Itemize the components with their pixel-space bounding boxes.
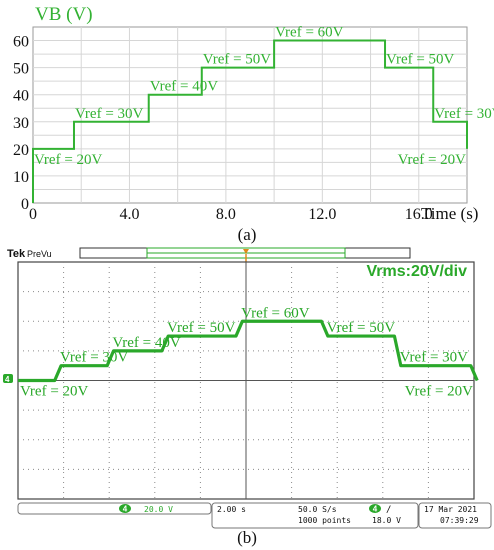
panel-b-vref-annotation: Vref = 20V	[20, 384, 89, 400]
trigger-slope-icon: ∕	[386, 505, 391, 515]
channel-badge-label: 4	[123, 505, 128, 514]
panel-a-y-tick-labels: 0 10 20 30 40 50 60	[13, 34, 29, 213]
panel-b-vref-annotation: Vref = 50V	[327, 320, 396, 336]
trigger-channel-badge-icon	[369, 504, 381, 513]
trigger-channel-badge-label: 4	[373, 505, 378, 514]
panel-a-y-tick-label: 10	[13, 169, 29, 186]
panel-a-y-tick-label: 40	[13, 88, 29, 105]
scope-scale-label: Vrms:20V/div	[367, 263, 468, 280]
panel-a-x-tick-label: 8.0	[216, 206, 236, 223]
channel-ground-marker-label: 4	[5, 375, 10, 384]
panel-a-y-tick-label: 50	[13, 61, 29, 78]
panel-a-y-tick-label: 60	[13, 34, 29, 51]
channel-readout-box[interactable]	[17, 502, 212, 515]
panel-a-x-tick-labels: 0 4.0 8.0 12.0 16.0	[29, 206, 433, 223]
panel-b-vref-annotation: Vref = 30V	[400, 350, 469, 366]
acquisition-readout-box[interactable]	[211, 502, 419, 529]
panel-a-vref-annotation: Vref = 60V	[275, 25, 344, 41]
panel-b-vref-annotation: Vref = 40V	[112, 335, 181, 351]
panel-b-vref-annotation: Vref = 30V	[60, 350, 129, 366]
panel-b-vrms-trace	[18, 319, 479, 383]
trigger-level-readout: 18.0 V	[372, 516, 401, 525]
scope-brand-label: Tek	[7, 248, 26, 260]
panel-a-vref-annotation: Vref = 50V	[203, 52, 272, 68]
panel-a-annotations: Vref = 20V Vref = 30V Vref = 40V Vref = 50V…	[34, 25, 494, 168]
panel-a-vref-annotation: Vref = 20V	[398, 152, 467, 168]
channel-ground-marker-icon[interactable]	[3, 374, 13, 383]
channel-scale-readout: 20.0 V	[144, 505, 173, 514]
panel-a-y-tick-label: 30	[13, 115, 29, 132]
channel-badge-icon	[119, 504, 131, 513]
panel-b-vref-annotation: Vref = 60V	[241, 305, 310, 321]
panel-b-vref-annotation: Vref = 50V	[167, 320, 236, 336]
panel-a-plot-frame	[32, 26, 468, 204]
panel-a-y-axis-label: VB (V)	[35, 4, 93, 25]
panel-a-vref-annotation: Vref = 30V	[75, 106, 144, 122]
trigger-position-marker-icon[interactable]	[243, 249, 249, 254]
record-length-readout: 1000 points	[298, 516, 351, 525]
panel-a-x-axis-label: Time (s)	[421, 204, 478, 223]
panel-a-x-tick-label: 0	[29, 206, 37, 223]
panel-a-x-tick-label: 16.0	[405, 206, 433, 223]
panel-a-chart: 0 10 20 30 40 50 60 0 4.0 8.0 12.0 16.0 Vref = 20V…	[13, 4, 494, 244]
time-readout: 07:39:29	[440, 516, 479, 525]
panel-b-series	[18, 319, 479, 383]
panel-a-vref-annotation: Vref = 30V	[434, 106, 494, 122]
timebase-readout: 2.00 s	[217, 505, 246, 514]
datetime-readout-box	[418, 502, 492, 529]
scope-graticule-dots	[18, 262, 474, 499]
panel-a-y-tick-label: 0	[21, 196, 29, 213]
panel-a-caption: (a)	[238, 225, 257, 244]
panel-b-vref-annotation: Vref = 20V	[405, 384, 474, 400]
panel-a-x-tick-label: 4.0	[119, 206, 139, 223]
date-readout: 17 Mar 2021	[424, 505, 477, 514]
panel-a-vb-step-line	[32, 39, 468, 203]
panel-a-x-tick-label: 12.0	[308, 206, 336, 223]
panel-a-series	[32, 39, 468, 203]
panel-a-vref-annotation: Vref = 20V	[34, 152, 103, 168]
panel-b-caption: (b)	[237, 528, 257, 547]
panel-a-vref-annotation: Vref = 40V	[150, 79, 219, 95]
sample-rate-readout: 50.0 S/s	[298, 505, 337, 514]
panel-a-vref-annotation: Vref = 50V	[386, 52, 455, 68]
panel-a-y-tick-label: 20	[13, 142, 29, 159]
scope-mode-label: PreVu	[27, 249, 52, 259]
panel-a-gridlines	[33, 27, 467, 203]
